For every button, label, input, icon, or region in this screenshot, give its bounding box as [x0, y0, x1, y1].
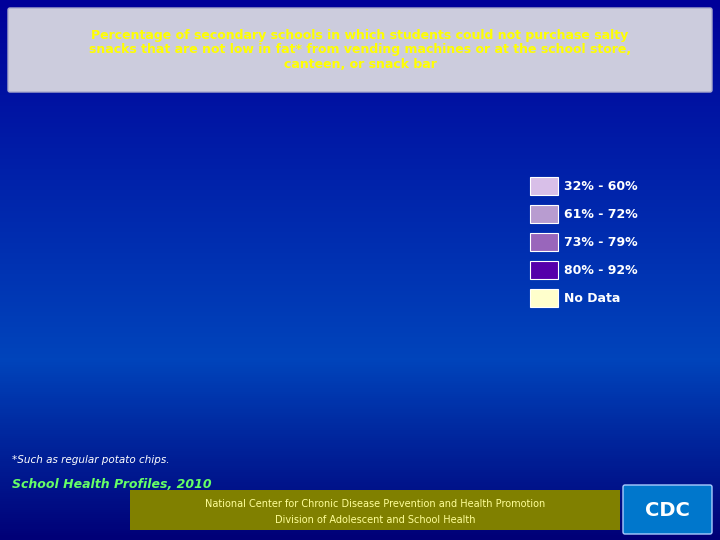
- Bar: [530, 261, 558, 279]
- Text: 73% - 79%: 73% - 79%: [564, 235, 638, 248]
- Text: No Data: No Data: [564, 292, 621, 305]
- Text: 32% - 60%: 32% - 60%: [564, 179, 638, 192]
- Text: CDC: CDC: [644, 501, 690, 519]
- Bar: [530, 177, 558, 195]
- Text: School Health Profiles, 2010: School Health Profiles, 2010: [12, 478, 212, 491]
- Bar: [530, 289, 558, 307]
- Bar: [130, 490, 620, 530]
- FancyBboxPatch shape: [623, 485, 712, 534]
- Bar: [530, 233, 558, 251]
- Bar: [530, 205, 558, 223]
- Text: 80% - 92%: 80% - 92%: [564, 264, 638, 276]
- Text: Percentage of secondary schools in which students could not purchase salty
snack: Percentage of secondary schools in which…: [89, 29, 631, 71]
- Text: *Such as regular potato chips.: *Such as regular potato chips.: [12, 455, 169, 465]
- Text: Division of Adolescent and School Health: Division of Adolescent and School Health: [275, 515, 475, 525]
- FancyBboxPatch shape: [8, 8, 712, 92]
- Text: National Center for Chronic Disease Prevention and Health Promotion: National Center for Chronic Disease Prev…: [205, 499, 545, 509]
- Text: 61% - 72%: 61% - 72%: [564, 207, 638, 220]
